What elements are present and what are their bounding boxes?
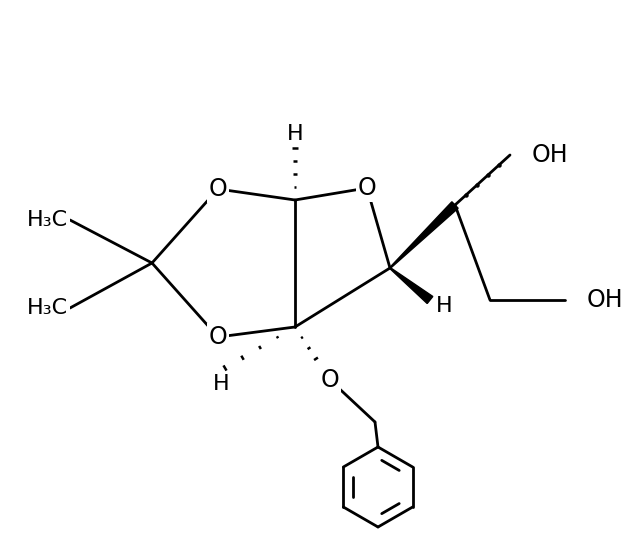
Text: O: O: [358, 176, 376, 200]
Text: H: H: [436, 296, 452, 316]
Text: O: O: [209, 325, 227, 349]
Polygon shape: [390, 202, 458, 268]
Text: O: O: [321, 368, 339, 392]
Text: H₃C: H₃C: [27, 210, 68, 230]
Text: H₃C: H₃C: [27, 298, 68, 318]
Text: H: H: [287, 124, 303, 144]
Text: H: H: [212, 374, 229, 394]
Text: O: O: [209, 177, 227, 201]
Polygon shape: [390, 268, 433, 304]
Text: OH: OH: [532, 143, 568, 167]
Text: OH: OH: [587, 288, 623, 312]
